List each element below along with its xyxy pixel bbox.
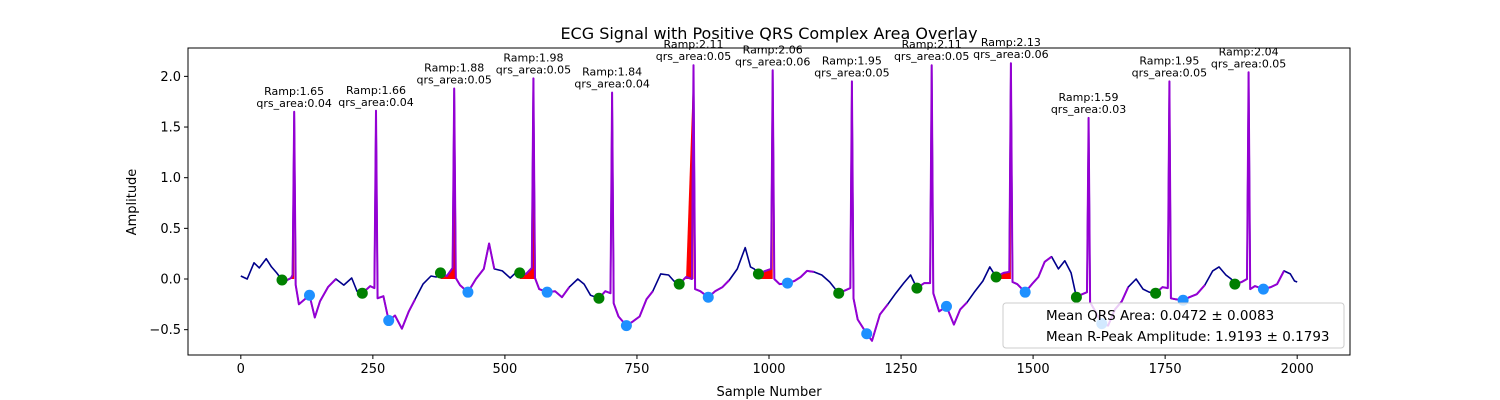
- q-point-marker-11: [1150, 287, 1162, 299]
- r-peak-amplitude-label-10: Ramp:1.59: [1059, 91, 1119, 104]
- y-tick-label-0: −0.5: [149, 323, 181, 338]
- qrs-area-label-2: qrs_area:0.05: [416, 74, 491, 87]
- qrs-area-label-3: qrs_area:0.05: [496, 63, 571, 76]
- x-axis-label: Sample Number: [716, 385, 822, 400]
- s-point-marker-9: [1019, 286, 1031, 298]
- q-point-marker-12: [1229, 278, 1241, 290]
- qrs-area-label-8: qrs_area:0.05: [894, 50, 969, 63]
- s-point-marker-6: [781, 277, 793, 289]
- chart-title: ECG Signal with Positive QRS Complex Are…: [560, 24, 977, 43]
- qrs-area-label-6: qrs_area:0.06: [735, 55, 810, 68]
- qrs-area-label-0: qrs_area:0.04: [256, 97, 331, 110]
- qrs-segment-12: [1234, 71, 1285, 291]
- y-tick-label-1: 0.0: [160, 273, 181, 288]
- s-point-marker-1: [383, 315, 395, 327]
- x-tick-label-0: 0: [237, 362, 245, 377]
- s-point-marker-2: [462, 286, 474, 298]
- s-point-marker-8: [940, 300, 952, 312]
- x-tick-label-5: 1250: [884, 362, 917, 377]
- x-tick-label-8: 2000: [1281, 362, 1314, 377]
- r-peak-amplitude-label-3: Ramp:1.98: [503, 51, 563, 64]
- qrs-segment-11: [1154, 80, 1206, 302]
- qrs-area-label-4: qrs_area:0.04: [574, 78, 649, 91]
- r-peak-amplitude-label-6: Ramp:2.06: [743, 43, 803, 56]
- q-point-marker-8: [911, 282, 923, 294]
- legend-entry-r-peak-amplitude: Mean R-Peak Amplitude: 1.9193 ± 0.1793: [1046, 329, 1330, 345]
- x-tick-label-3: 750: [625, 362, 650, 377]
- qrs-segment-6: [758, 69, 815, 286]
- r-peak-amplitude-label-12: Ramp:2.04: [1219, 45, 1279, 58]
- s-point-marker-7: [861, 328, 873, 340]
- y-axis-label: Amplitude: [125, 169, 140, 236]
- y-tick-label-2: 0.5: [160, 222, 181, 237]
- qrs-segment-3: [519, 77, 571, 299]
- r-peak-amplitude-label-9: Ramp:2.13: [981, 36, 1041, 49]
- qrs-segment-0: [282, 110, 337, 319]
- qrs-area-label-9: qrs_area:0.06: [973, 48, 1048, 61]
- y-tick-label-3: 1.0: [160, 171, 181, 186]
- x-tick-label-1: 250: [360, 362, 385, 377]
- q-point-marker-4: [593, 292, 605, 304]
- qrs-area-label-5: qrs_area:0.05: [656, 50, 731, 63]
- s-point-marker-3: [541, 286, 553, 298]
- x-tick-label-6: 1500: [1017, 362, 1050, 377]
- r-peak-amplitude-label-2: Ramp:1.88: [424, 62, 484, 75]
- q-point-marker-9: [990, 271, 1002, 283]
- x-tick-label-7: 1750: [1149, 362, 1182, 377]
- qrs-segment-2: [440, 87, 496, 294]
- qrs-segment-7: [838, 80, 889, 342]
- qrs-segment-5: [678, 64, 731, 299]
- legend: Mean QRS Area: 0.0472 ± 0.0083 Mean R-Pe…: [1002, 302, 1345, 349]
- qrs-segment-1: [361, 109, 416, 330]
- legend-box: [1002, 302, 1345, 349]
- qrs-area-label-12: qrs_area:0.05: [1211, 57, 1286, 70]
- plot-layer: Ramp:1.65qrs_area:0.04Ramp:1.66qrs_area:…: [240, 36, 1298, 342]
- q-point-marker-7: [833, 287, 845, 299]
- q-point-marker-3: [514, 267, 526, 279]
- qrs-segment-8: [916, 64, 968, 326]
- y-tick-label-4: 1.5: [160, 121, 181, 136]
- qrs-area-label-7: qrs_area:0.05: [814, 66, 889, 79]
- qrs-segment-4: [598, 91, 654, 327]
- s-point-marker-4: [620, 320, 632, 332]
- r-peak-amplitude-label-11: Ramp:1.95: [1139, 54, 1199, 67]
- qrs-segment-9: [995, 62, 1053, 294]
- q-point-marker-0: [276, 274, 288, 286]
- q-point-marker-10: [1070, 291, 1082, 303]
- legend-entry-qrs-area: Mean QRS Area: 0.0472 ± 0.0083: [1046, 308, 1274, 324]
- x-tick-label-4: 1000: [752, 362, 785, 377]
- y-tick-label-5: 2.0: [160, 70, 181, 85]
- q-point-marker-2: [434, 267, 446, 279]
- q-point-marker-1: [356, 287, 368, 299]
- r-peak-amplitude-label-0: Ramp:1.65: [264, 85, 324, 98]
- s-point-marker-0: [303, 289, 315, 301]
- axes-frame: [187, 47, 1351, 356]
- s-point-marker-5: [702, 291, 714, 303]
- r-peak-amplitude-label-7: Ramp:1.95: [822, 54, 882, 67]
- qrs-area-label-11: qrs_area:0.05: [1132, 66, 1207, 79]
- ticks-layer: 0 250 500 750 1000 1250 1500 1750 2000 −0.5 0.0 0.5…: [149, 70, 1313, 377]
- r-peak-amplitude-label-4: Ramp:1.84: [582, 66, 642, 79]
- r-peak-amplitude-label-1: Ramp:1.66: [346, 84, 406, 97]
- qrs-area-label-10: qrs_area:0.03: [1051, 103, 1126, 116]
- s-point-marker-12: [1257, 283, 1269, 295]
- qrs-area-label-1: qrs_area:0.04: [338, 96, 413, 109]
- q-point-marker-6: [752, 268, 764, 280]
- x-tick-label-2: 500: [492, 362, 517, 377]
- q-point-marker-5: [673, 278, 685, 290]
